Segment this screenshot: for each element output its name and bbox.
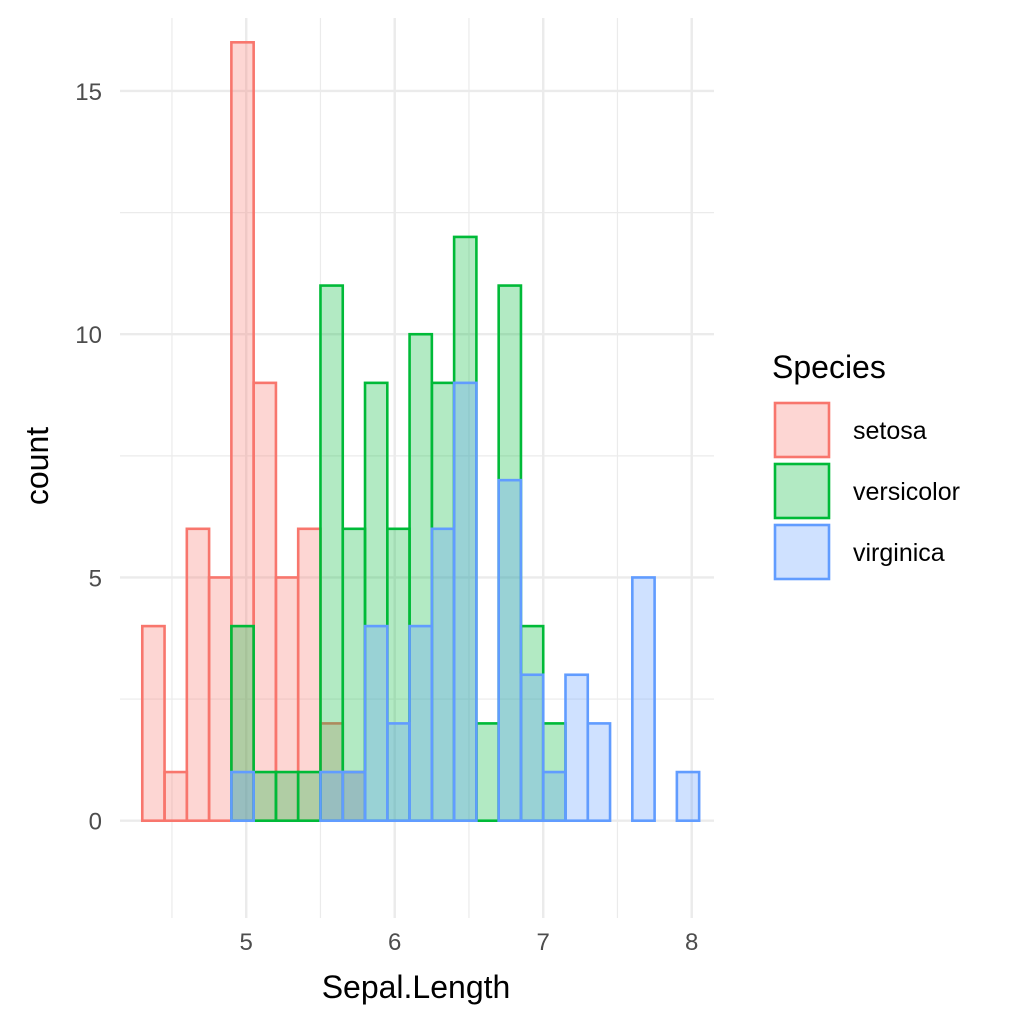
bar-setosa [140, 624, 166, 823]
bar-virginica [497, 478, 523, 823]
y-axis-title: count [19, 427, 55, 505]
bar-virginica [564, 673, 590, 823]
legend-item-setosa: setosa [773, 401, 927, 459]
bar-setosa [207, 576, 233, 823]
bar-virginica [319, 770, 345, 823]
legend-item-versicolor: versicolor [773, 462, 960, 520]
x-tick-label: 5 [240, 929, 253, 956]
x-axis-title: Sepal.Length [322, 969, 511, 1005]
x-tick-label: 6 [388, 929, 401, 956]
legend-title: Species [772, 349, 886, 385]
legend-key-versicolor [773, 462, 831, 520]
bar-virginica [363, 624, 389, 823]
minor-gridlines [120, 18, 714, 918]
y-tick-label: 0 [89, 809, 102, 836]
series-versicolor [230, 235, 567, 823]
bar-versicolor [252, 770, 278, 823]
bar-virginica [675, 770, 701, 823]
histogram-bars [140, 41, 701, 823]
y-axis-ticks: 0 5 10 15 [75, 79, 102, 836]
bar-virginica [230, 770, 255, 823]
legend-key-setosa [773, 401, 831, 459]
y-tick-label: 15 [75, 79, 102, 106]
bar-virginica [385, 722, 411, 823]
bar-setosa [185, 527, 211, 823]
bar-virginica [452, 381, 478, 823]
bar-setosa [163, 770, 189, 823]
series-virginica [230, 381, 701, 823]
bar-versicolor [274, 770, 300, 823]
x-tick-label: 8 [685, 929, 698, 956]
legend-key-bg [774, 524, 830, 580]
bar-virginica [631, 576, 656, 823]
legend-key-bg [774, 463, 830, 519]
legend: Species setosa versicolor virginica [772, 349, 960, 581]
bar-virginica [341, 770, 367, 823]
bar-virginica [430, 527, 456, 823]
legend-key-bg [774, 402, 830, 458]
legend-item-virginica: virginica [773, 523, 945, 581]
bar-virginica [541, 770, 567, 823]
legend-label-virginica: virginica [853, 539, 945, 567]
legend-items: setosa versicolor virginica [773, 401, 960, 581]
x-tick-label: 7 [537, 929, 550, 956]
legend-label-setosa: setosa [853, 417, 927, 445]
x-axis-ticks: 5 6 7 8 [240, 929, 699, 956]
bar-virginica [519, 673, 545, 823]
bar-virginica [408, 624, 434, 823]
legend-label-versicolor: versicolor [853, 478, 960, 506]
bar-versicolor [296, 770, 322, 823]
bar-versicolor [319, 284, 345, 823]
legend-key-virginica [773, 523, 831, 581]
bar-versicolor [475, 722, 500, 823]
bar-virginica [586, 722, 612, 823]
bar-setosa [252, 381, 278, 823]
y-tick-label: 10 [75, 322, 102, 349]
y-tick-label: 5 [89, 565, 102, 592]
